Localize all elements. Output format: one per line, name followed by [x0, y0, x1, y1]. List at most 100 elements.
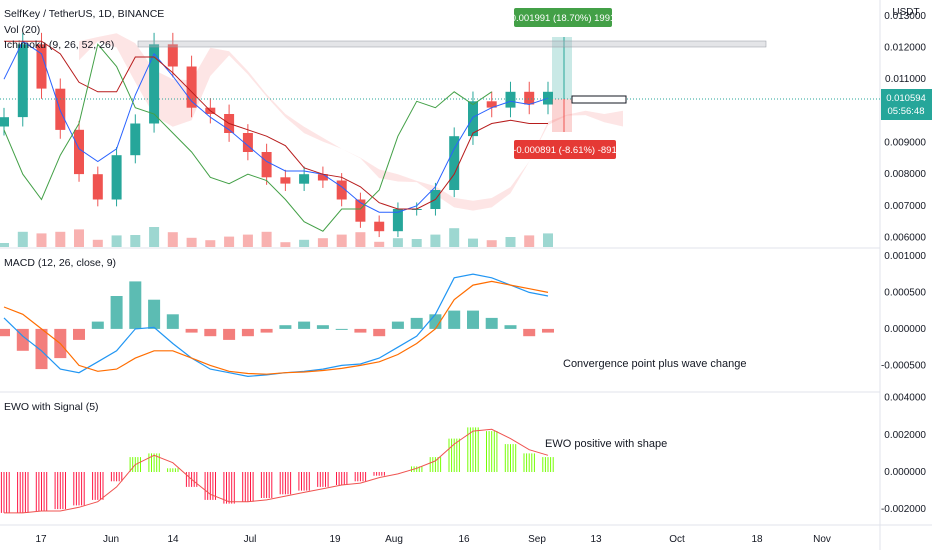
macd-histogram-bar [148, 299, 161, 329]
macd-histogram-bar [241, 328, 254, 337]
candle-body [374, 221, 385, 232]
symbol-title: SelfKey / TetherUS, 1D, BINANCE [4, 8, 164, 20]
time-tick-label: Aug [385, 534, 403, 545]
ewo-tick-label: 0.000000 [884, 467, 926, 478]
candle-body [149, 44, 160, 124]
macd-histogram-bar [0, 328, 10, 337]
volume-bar [355, 232, 366, 247]
time-tick-label: Nov [813, 534, 831, 545]
position-entry-box[interactable] [571, 95, 627, 104]
tenkan-line [3, 40, 549, 213]
currency-label: USDT [892, 7, 919, 18]
volume-bar [411, 239, 422, 247]
candle-body [0, 117, 9, 127]
candle-body [336, 180, 347, 200]
macd-histogram-bar [129, 281, 142, 329]
volume-bar [205, 240, 216, 247]
candle-body [524, 91, 535, 105]
ewo-signal-line [4, 428, 549, 514]
volume-bar [280, 242, 291, 247]
volume-legend: Vol (20) [4, 24, 40, 36]
volume-bar [242, 234, 253, 247]
ewo-tick-label: -0.002000 [881, 504, 926, 515]
profit-badge[interactable]: 0.001991 (18.70%) 1991 [511, 8, 616, 27]
loss-badge[interactable]: -0.000891 (-8.61%) -891 [513, 140, 617, 159]
volume-bar [261, 231, 272, 247]
macd-histogram-bar [185, 328, 198, 333]
price-tick-label: 0.008000 [884, 169, 926, 180]
cloud-area [79, 33, 623, 211]
macd-histogram-bar [223, 328, 236, 340]
time-tick-label: Jun [103, 534, 119, 545]
macd-legend: MACD (12, 26, close, 9) [4, 257, 116, 269]
volume-bar [468, 238, 478, 247]
kijun-line [4, 40, 548, 210]
time-tick-label: 14 [167, 534, 179, 545]
horizontal-range-box[interactable] [137, 40, 767, 48]
loss-label: -0.000891 (-8.61%) -891 [513, 145, 617, 156]
loss-zone[interactable] [552, 99, 572, 132]
countdown-value: 05:56:48 [888, 106, 925, 117]
macd-histogram-bar [373, 328, 386, 337]
chikou-line [3, 43, 492, 232]
candle-body [111, 155, 122, 200]
price-tick-label: 0.011000 [885, 74, 926, 85]
macd-tick-label: -0.000500 [881, 360, 926, 371]
volume-bar [167, 232, 178, 247]
macd-histogram-bar [354, 328, 367, 333]
candle-body [505, 91, 516, 108]
candle-body [36, 44, 47, 89]
candle-body [543, 91, 553, 105]
volume-bar [374, 241, 385, 247]
profit-zone[interactable] [552, 37, 572, 99]
volume-bar [74, 229, 84, 247]
macd-signal-line [3, 280, 549, 375]
macd-histogram-bar [279, 325, 292, 329]
volume-bar [111, 235, 122, 247]
ewo-panel [0, 427, 554, 514]
macd-histogram-bar [523, 328, 536, 337]
time-tick-label: 19 [329, 534, 341, 545]
macd-histogram-bar [204, 328, 217, 337]
candle-body [186, 66, 197, 108]
time-tick-label: Jul [244, 534, 257, 545]
macd-tick-label: 0.000000 [884, 324, 926, 335]
volume-bar [543, 233, 553, 247]
ewo-annotation: EWO positive with shape [545, 438, 667, 450]
volume-bar [55, 231, 66, 247]
ewo-legend: EWO with Signal (5) [4, 401, 99, 413]
time-tick-label: 13 [590, 534, 602, 545]
macd-annotation: Convergence point plus wave change [563, 358, 746, 370]
macd-histogram-bar [467, 310, 479, 329]
candle-body [355, 199, 366, 222]
current-price-badge: 0.010594 05:56:48 [881, 89, 932, 120]
volume-bar [149, 227, 160, 247]
volume-bar [336, 234, 347, 247]
volume-bar [317, 238, 328, 247]
candle-body [92, 174, 103, 200]
time-tick-label: Sep [528, 534, 546, 545]
volume-bar [224, 236, 235, 247]
volume-bar [186, 237, 197, 247]
macd-histogram-bar [166, 314, 179, 329]
macd-histogram-bar [260, 328, 273, 333]
volume-bar [0, 243, 9, 247]
time-tick-label: 18 [751, 534, 763, 545]
volume-bar [392, 238, 403, 247]
volume-bar [130, 235, 141, 247]
volume-bar [505, 237, 516, 247]
candle-body [468, 101, 478, 137]
volume-bar [486, 240, 497, 247]
candle-body [17, 44, 28, 118]
price-tick-label: 0.012000 [884, 43, 926, 54]
macd-histogram-bar [91, 321, 104, 329]
macd-histogram-bar [410, 317, 423, 329]
candle-body [242, 133, 253, 152]
macd-tick-label: 0.001000 [884, 251, 926, 262]
plot-area [0, 0, 880, 550]
candle-body [261, 152, 272, 178]
candle-body [317, 174, 328, 181]
macd-histogram-bar [16, 328, 29, 351]
volume-bar [449, 228, 460, 247]
